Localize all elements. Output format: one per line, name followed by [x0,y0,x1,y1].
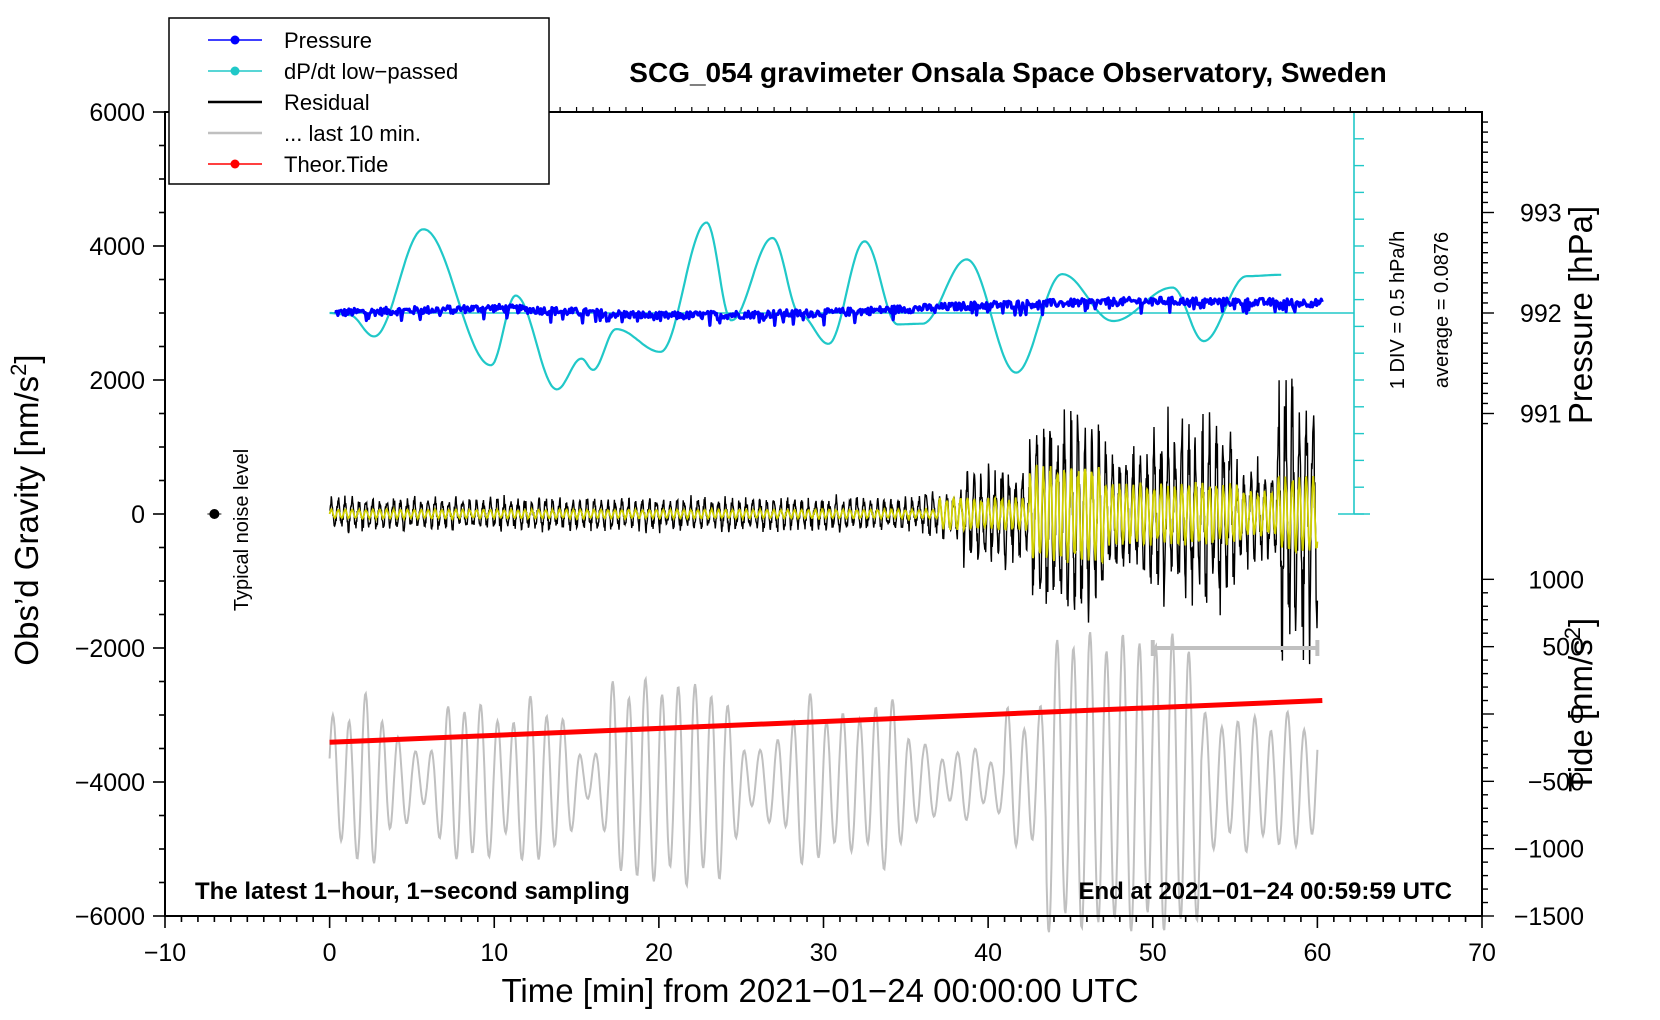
noise-level-marker [209,509,220,519]
y-tick-label: 0 [131,501,145,529]
y-axis-label-tide-sup: 2 [1560,627,1585,639]
y-tick-label: 6000 [89,99,145,127]
legend-label: dP/dt low−passed [284,59,458,84]
y-tick-label: −2000 [75,635,145,663]
y-tick-label: 2000 [89,367,145,395]
y-axis-label-tide: Tide [nm/s2] [1560,618,1599,792]
y-axis-label-tide-end: ] [1562,618,1599,627]
y-tick-label: −4000 [75,769,145,797]
div-label: 1 DIV = 0.5 hPa/h [1387,231,1409,389]
y-axis-label-gravity: Obs’d Gravity [nm/s2] [6,354,45,665]
tide-tick-label: −1000 [1514,836,1584,864]
axes: −10 0 10 20 30 40 50 60 70−6000−4000−20000200040… [75,99,1584,967]
legend-swatch-marker [230,159,240,169]
legend-label: ... last 10 min. [284,121,421,146]
series-last-10-min [328,631,1319,933]
x-tick-label: 10 [480,939,508,967]
legend-label: Theor.Tide [284,152,388,177]
pressure-tick-label: 992 [1520,300,1562,328]
average-label: average = 0.0876 [1431,232,1453,388]
series-pressure [334,295,1324,327]
legend: Pressure dP/dt low−passed Residual ... last… [168,17,550,185]
series-pressure-line [334,295,1324,327]
series-theor-tide [329,698,1323,745]
series-residual-filtered [328,464,1319,565]
pressure-tick-label: 991 [1520,401,1562,429]
x-tick-label: 0 [323,939,337,967]
x-tick-label: 30 [810,939,838,967]
y-axis-label-pressure: Pressure [hPa] [1562,206,1599,424]
y-axis-label-gravity-end: ] [8,354,45,363]
series-dpdt-line [329,221,1282,391]
tide-tick-label: 500 [1542,634,1584,662]
y-tick-label: −6000 [75,903,145,931]
noise-level-label: Typical noise level [231,449,253,611]
x-tick-label: 60 [1303,939,1331,967]
legend-swatch-marker [230,66,240,76]
x-tick-label: 70 [1468,939,1496,967]
series-last-10-min-line [328,631,1319,933]
x-tick-label: 20 [645,939,673,967]
chart-title: SCG_054 gravimeter Onsala Space Observat… [629,57,1386,88]
x-tick-label: 50 [1139,939,1167,967]
x-tick-label: −10 [144,939,186,967]
y-axis-label-tide-text: Tide [nm/s [1562,639,1599,792]
pressure-tick-label: 993 [1520,200,1562,228]
legend-label: Pressure [284,28,372,53]
footer-left: The latest 1−hour, 1−second sampling [195,878,630,905]
x-axis-label: Time [min] from 2021−01−24 00:00:00 UTC [501,972,1138,1009]
y-axis-label-gravity-sup: 2 [6,364,31,376]
legend-swatch-marker [230,35,240,45]
y-axis-label-gravity-text: Obs’d Gravity [nm/s [8,376,45,666]
footer-right: End at 2021−01−24 00:59:59 UTC [1078,878,1452,905]
x-tick-label: 40 [974,939,1002,967]
y-tick-label: 4000 [89,233,145,261]
legend-label: Residual [284,90,370,115]
series-theor-tide-line [329,698,1323,745]
tide-tick-label: 0 [1570,701,1584,729]
tide-tick-label: −500 [1528,768,1584,796]
tide-tick-label: 1000 [1528,566,1584,594]
tide-tick-label: −1500 [1514,903,1584,931]
series-residual-filtered-line [328,464,1319,565]
